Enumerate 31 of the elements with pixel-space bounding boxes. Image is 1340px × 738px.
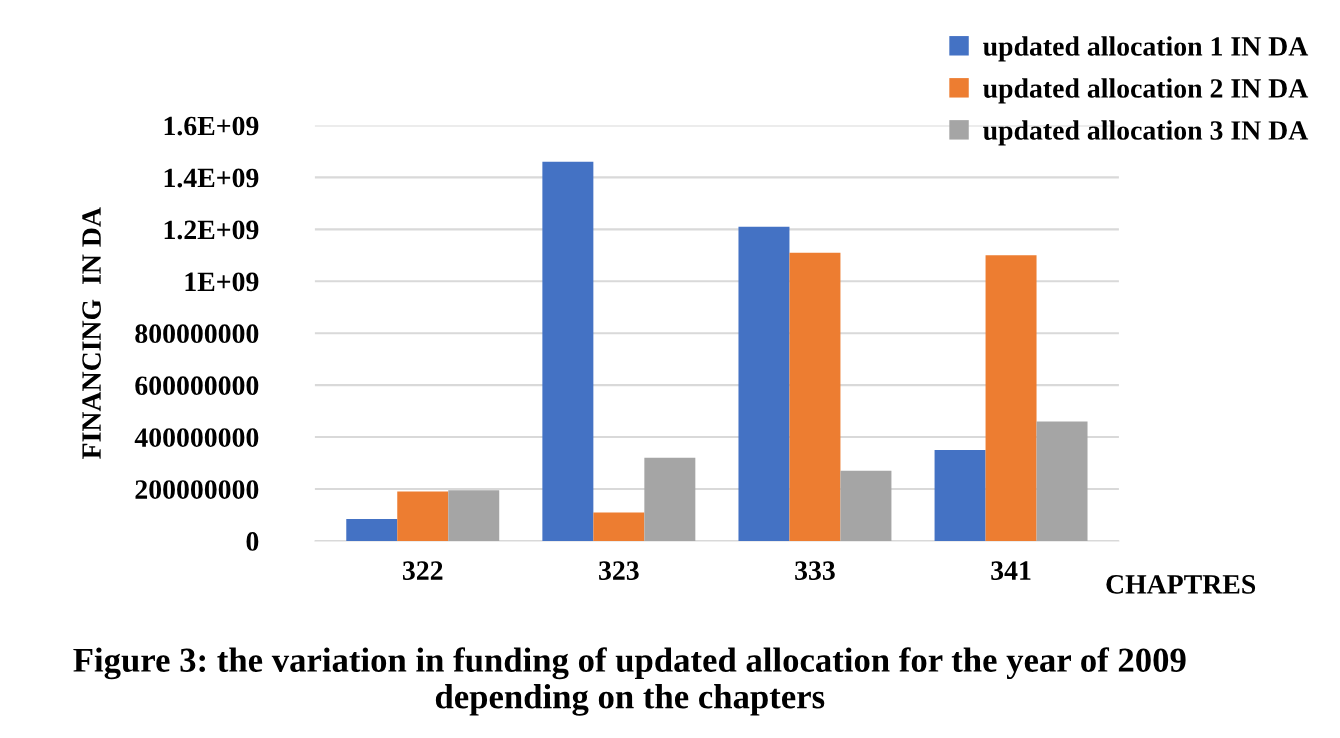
y-tick-label: 400000000 <box>134 428 259 447</box>
bar <box>934 450 986 541</box>
y-tick-label: 1.2E+09 <box>164 220 259 240</box>
bar <box>397 491 449 541</box>
bar <box>542 161 594 541</box>
bar <box>789 252 841 541</box>
bar <box>448 490 500 541</box>
bar <box>593 512 645 541</box>
y-tick-label: 1.6E+09 <box>164 116 259 136</box>
x-tick-label: 333 <box>795 561 835 580</box>
legend-label: updated allocation 2 IN DA <box>983 78 1309 104</box>
y-tick-label: 0 <box>246 532 259 551</box>
bar <box>840 470 892 541</box>
bar <box>1036 421 1088 541</box>
text: Figure 3: the variation in funding of updated allocation for the year of 2009 depending on the chapters <box>73 647 1186 716</box>
legend-label: updated allocation 1 IN DA <box>983 36 1309 62</box>
y-tick-label: 1.4E+09 <box>164 168 259 188</box>
bar <box>738 226 790 541</box>
y-tick-label: 1E+09 <box>185 272 259 292</box>
x-tick-label: 323 <box>599 561 639 580</box>
bar <box>346 518 398 541</box>
x-axis-title: CHAPTRES <box>1106 575 1256 594</box>
legend-label: updated allocation 3 IN DA <box>983 120 1309 146</box>
bar <box>985 255 1037 541</box>
y-tick-label: 200000000 <box>135 480 259 499</box>
bar <box>644 457 696 541</box>
x-tick-label: 322 <box>402 561 443 580</box>
x-tick-label: 341 <box>991 561 1031 580</box>
y-tick-label: 800000000 <box>135 324 259 344</box>
y-tick-label: 600000000 <box>135 376 259 396</box>
y-axis-title: FINANCING IN DA <box>82 207 101 459</box>
